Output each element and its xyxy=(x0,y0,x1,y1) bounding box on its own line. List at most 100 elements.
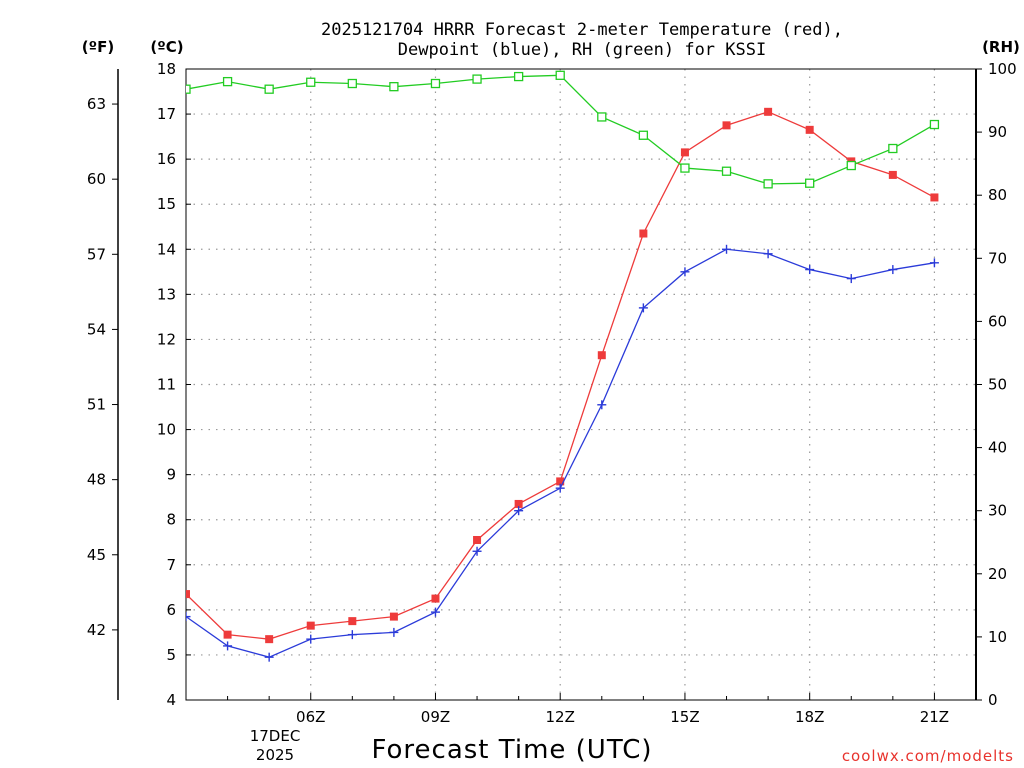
rh-point xyxy=(472,74,482,84)
x-tick-label: 21Z xyxy=(920,708,949,726)
celsius-tick-label: 9 xyxy=(166,466,176,484)
rh-tick-label: 20 xyxy=(988,565,1007,583)
fahrenheit-tick-label: 45 xyxy=(87,546,106,564)
dewpoint-point xyxy=(763,249,773,259)
rh-tick-label: 80 xyxy=(988,186,1007,204)
temperature-point xyxy=(473,535,482,544)
rh-tick-label: 100 xyxy=(988,60,1017,78)
rh-tick-label: 40 xyxy=(988,439,1007,457)
temperature-point xyxy=(597,351,606,360)
temperature-point xyxy=(888,170,897,179)
fahrenheit-tick-label: 57 xyxy=(87,245,106,263)
fahrenheit-tick-label: 42 xyxy=(87,621,106,639)
rh-point xyxy=(430,78,441,89)
dewpoint-point xyxy=(264,652,274,662)
x-tick-label: 06Z xyxy=(296,708,325,726)
dewpoint-point xyxy=(929,258,939,268)
rh-point xyxy=(264,84,274,94)
series-temperature xyxy=(186,107,939,644)
dewpoint-point xyxy=(555,483,565,493)
temperature-point xyxy=(223,630,232,639)
celsius-tick-label: 14 xyxy=(157,240,176,258)
celsius-tick-label: 12 xyxy=(157,330,176,348)
fahrenheit-unit-label: (ºF) xyxy=(82,38,114,56)
celsius-tick-label: 5 xyxy=(166,646,176,664)
temperature-point xyxy=(639,229,648,238)
dewpoint-point xyxy=(472,546,482,556)
rh-tick-label: 50 xyxy=(988,376,1007,394)
rh-point xyxy=(306,77,316,87)
temperature-point xyxy=(389,612,398,621)
celsius-tick-label: 4 xyxy=(166,691,176,709)
temperature-point xyxy=(722,121,731,130)
temperature-line xyxy=(186,111,935,640)
series-rh xyxy=(186,70,940,189)
dewpoint-point xyxy=(805,265,815,275)
temperature-point xyxy=(764,107,773,116)
rh-point xyxy=(513,71,524,82)
dewpoint-point xyxy=(306,634,316,644)
x-tick-label: 15Z xyxy=(670,708,699,726)
rh-point xyxy=(763,179,773,189)
x-tick-label: 18Z xyxy=(795,708,824,726)
rh-point xyxy=(721,166,732,176)
celsius-tick-label: 11 xyxy=(157,376,176,394)
x-tick-label: 09Z xyxy=(421,708,450,726)
rh-tick-label: 10 xyxy=(988,628,1007,646)
rh-point xyxy=(846,160,856,171)
temperature-point xyxy=(805,125,814,134)
fahrenheit-tick-label: 51 xyxy=(87,396,106,414)
rh-point xyxy=(638,130,649,140)
gridlines xyxy=(186,69,976,700)
celsius-tick-label: 17 xyxy=(157,105,176,123)
temperature-point xyxy=(514,499,523,508)
rh-point xyxy=(929,119,940,130)
rh-point xyxy=(222,76,233,87)
tick-labels: 4567891011121314151617184245485154576063… xyxy=(87,60,1017,726)
temperature-point xyxy=(431,594,440,603)
temperature-point xyxy=(680,148,689,157)
fahrenheit-tick-label: 48 xyxy=(87,471,106,489)
fahrenheit-tick-label: 54 xyxy=(87,320,106,338)
rh-tick-label: 90 xyxy=(988,123,1007,141)
dewpoint-point xyxy=(389,627,399,637)
celsius-tick-label: 6 xyxy=(166,601,176,619)
dewpoint-point xyxy=(347,630,357,640)
temperature-point xyxy=(556,477,565,486)
data-series xyxy=(186,70,940,662)
rh-tick-label: 0 xyxy=(988,691,998,709)
chart-title-line-2: Dewpoint (blue), RH (green) for KSSI xyxy=(398,40,766,60)
rh-tick-label: 60 xyxy=(988,312,1007,330)
dewpoint-point xyxy=(223,641,233,651)
rh-tick-label: 30 xyxy=(988,502,1007,520)
dewpoint-point xyxy=(722,244,732,254)
temperature-point xyxy=(930,193,939,202)
celsius-tick-label: 13 xyxy=(157,285,176,303)
celsius-tick-label: 16 xyxy=(157,150,176,168)
rh-point xyxy=(805,178,815,188)
dewpoint-point xyxy=(846,274,856,284)
temperature-point xyxy=(186,590,190,599)
rh-tick-label: 70 xyxy=(988,249,1007,267)
x-axis-label: Forecast Time (UTC) xyxy=(371,735,652,765)
celsius-unit-label: (ºC) xyxy=(150,38,183,56)
date-label-year: 2025 xyxy=(256,746,294,764)
x-tick-label: 12Z xyxy=(546,708,575,726)
dewpoint-point xyxy=(888,265,898,275)
rh-point xyxy=(347,78,357,89)
temperature-point xyxy=(265,635,274,644)
credit-text: coolwx.com/modelts xyxy=(842,747,1014,765)
axes xyxy=(112,68,982,701)
dewpoint-point xyxy=(680,267,690,277)
celsius-tick-label: 7 xyxy=(166,556,176,574)
date-label-day: 17DEC xyxy=(250,727,301,745)
series-dewpoint xyxy=(186,244,939,662)
dewpoint-point xyxy=(638,303,648,313)
celsius-tick-label: 18 xyxy=(157,60,176,78)
rh-point xyxy=(680,163,690,173)
dewpoint-point xyxy=(186,612,191,622)
chart-title-line-1: 2025121704 HRRR Forecast 2-meter Tempera… xyxy=(321,20,843,40)
rh-point xyxy=(186,84,191,94)
temperature-point xyxy=(348,617,357,626)
